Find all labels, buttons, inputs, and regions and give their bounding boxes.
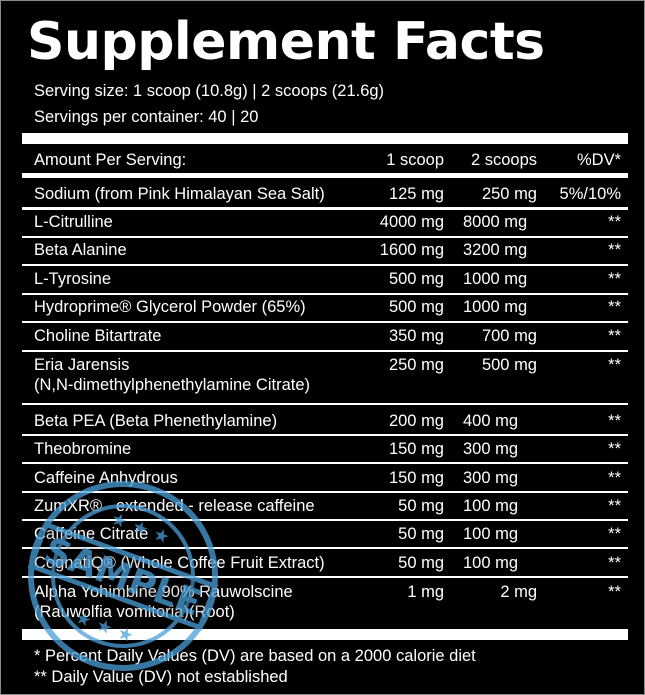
daily-value: **: [608, 440, 621, 458]
daily-value: **: [608, 554, 621, 572]
amount-1-scoop: 1 mg: [407, 583, 444, 601]
amount-1-scoop: 125 mg: [388, 185, 444, 203]
daily-value: **: [608, 497, 621, 515]
daily-value: **: [608, 525, 621, 543]
header-col-dv: %DV*: [576, 151, 621, 169]
ingredient-name: CognatiQ® (Whole Coffee Fruit Extract): [34, 554, 325, 572]
amount-2-scoops: 100 mg: [463, 497, 519, 515]
row-divider: [22, 547, 628, 549]
header-amount: Amount Per Serving:: [34, 151, 187, 169]
ingredient-name: Caffeine Citrate: [34, 525, 149, 543]
row-divider: [22, 207, 628, 210]
medium-divider: [22, 173, 628, 178]
amount-1-scoop: 200 mg: [388, 412, 444, 430]
header-col-2-scoops: 2 scoops: [470, 151, 537, 169]
ingredient-name: Alpha Yohimbine 90% Rauwolscine: [34, 583, 293, 601]
daily-value: **: [608, 298, 621, 316]
ingredient-name: Hydroprime® Glycerol Powder (65%): [34, 298, 306, 316]
amount-2-scoops: 700 mg: [481, 327, 537, 345]
row-divider: [22, 350, 628, 352]
amount-2-scoops: 100 mg: [463, 525, 519, 543]
daily-value: **: [608, 270, 621, 288]
ingredient-name: Beta Alanine: [34, 241, 127, 259]
amount-1-scoop: 150 mg: [388, 440, 444, 458]
amount-1-scoop: 250 mg: [388, 356, 444, 374]
ingredient-name-line-2: (Rauwolfia vomitoria)(Root): [34, 603, 235, 621]
daily-value: **: [608, 583, 621, 601]
amount-1-scoop: 500 mg: [388, 270, 444, 288]
daily-value: 5%/10%: [559, 185, 621, 203]
row-divider: [22, 491, 628, 493]
footnote-not-established: ** Daily Value (DV) not established: [34, 668, 288, 686]
row-divider: [22, 321, 628, 323]
daily-value: **: [608, 412, 621, 430]
row-divider: [22, 236, 628, 238]
amount-2-scoops: 300 mg: [463, 469, 519, 487]
ingredient-name: L-Tyrosine: [34, 270, 112, 288]
amount-1-scoop: 150 mg: [388, 469, 444, 487]
amount-1-scoop: 350 mg: [388, 327, 444, 345]
daily-value: **: [608, 241, 621, 259]
row-divider: [22, 293, 628, 295]
ingredient-name: L-Citrulline: [34, 213, 113, 231]
amount-2-scoops: 100 mg: [463, 554, 519, 572]
daily-value: **: [608, 327, 621, 345]
ingredient-name: Theobromine: [34, 440, 132, 458]
ingredient-name: Sodium (from Pink Himalayan Sea Salt): [34, 185, 325, 203]
ingredient-name-line-2: (N,N-dimethylphenethylamine Citrate): [34, 376, 311, 394]
amount-1-scoop: 4000 mg: [379, 213, 444, 231]
thick-divider-top: [22, 133, 628, 144]
amount-1-scoop: 500 mg: [388, 298, 444, 316]
thick-divider-bottom: [22, 629, 628, 640]
ingredient-name: Caffeine Anhydrous: [34, 469, 178, 487]
amount-2-scoops: 3200 mg: [463, 241, 528, 259]
amount-2-scoops: 250 mg: [481, 185, 537, 203]
amount-1-scoop: 50 mg: [398, 554, 444, 572]
amount-1-scoop: 1600 mg: [379, 241, 444, 259]
daily-value: **: [608, 356, 621, 374]
serving-size: Serving size: 1 scoop (10.8g) | 2 scoops…: [34, 82, 385, 100]
header-col-1-scoop: 1 scoop: [386, 151, 444, 169]
label-title: Supplement Facts: [27, 12, 545, 72]
daily-value: **: [608, 213, 621, 231]
amount-1-scoop: 50 mg: [398, 497, 444, 515]
amount-2-scoops: 400 mg: [463, 412, 519, 430]
row-divider: [22, 462, 628, 464]
row-divider: [22, 519, 628, 521]
ingredient-name: Beta PEA (Beta Phenethylamine): [34, 412, 278, 430]
amount-2-scoops: 1000 mg: [463, 298, 528, 316]
ingredient-name: Eria Jarensis: [34, 356, 130, 374]
amount-2-scoops: 500 mg: [481, 356, 537, 374]
daily-value: **: [608, 469, 621, 487]
row-divider: [22, 434, 628, 436]
ingredient-name: ZumXR® extended - release caffeine: [34, 497, 315, 515]
amount-2-scoops: 2 mg: [500, 583, 537, 601]
amount-1-scoop: 50 mg: [398, 525, 444, 543]
servings-per-container: Servings per container: 40 | 20: [34, 108, 259, 126]
footnote-dv: * Percent Daily Values (DV) are based on…: [34, 647, 476, 665]
row-divider: [22, 403, 628, 405]
row-divider: [22, 264, 628, 266]
amount-2-scoops: 300 mg: [463, 440, 519, 458]
ingredient-name: Choline Bitartrate: [34, 327, 162, 345]
row-divider: [22, 576, 628, 578]
amount-2-scoops: 1000 mg: [463, 270, 528, 288]
amount-2-scoops: 8000 mg: [463, 213, 528, 231]
